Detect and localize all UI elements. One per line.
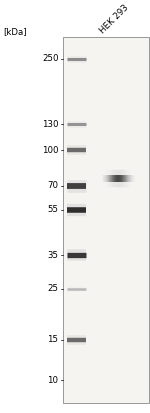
- Text: 15: 15: [48, 335, 58, 344]
- Text: 100: 100: [42, 146, 58, 155]
- Text: 70: 70: [48, 181, 58, 190]
- Text: HEK 293: HEK 293: [98, 3, 130, 35]
- Text: 250: 250: [42, 54, 58, 63]
- Text: 130: 130: [42, 119, 58, 128]
- Text: 10: 10: [48, 376, 58, 385]
- Text: 55: 55: [48, 206, 58, 214]
- Text: 35: 35: [48, 251, 58, 260]
- Text: 25: 25: [48, 284, 58, 293]
- FancyBboxPatch shape: [63, 37, 148, 403]
- Text: [kDa]: [kDa]: [3, 27, 27, 36]
